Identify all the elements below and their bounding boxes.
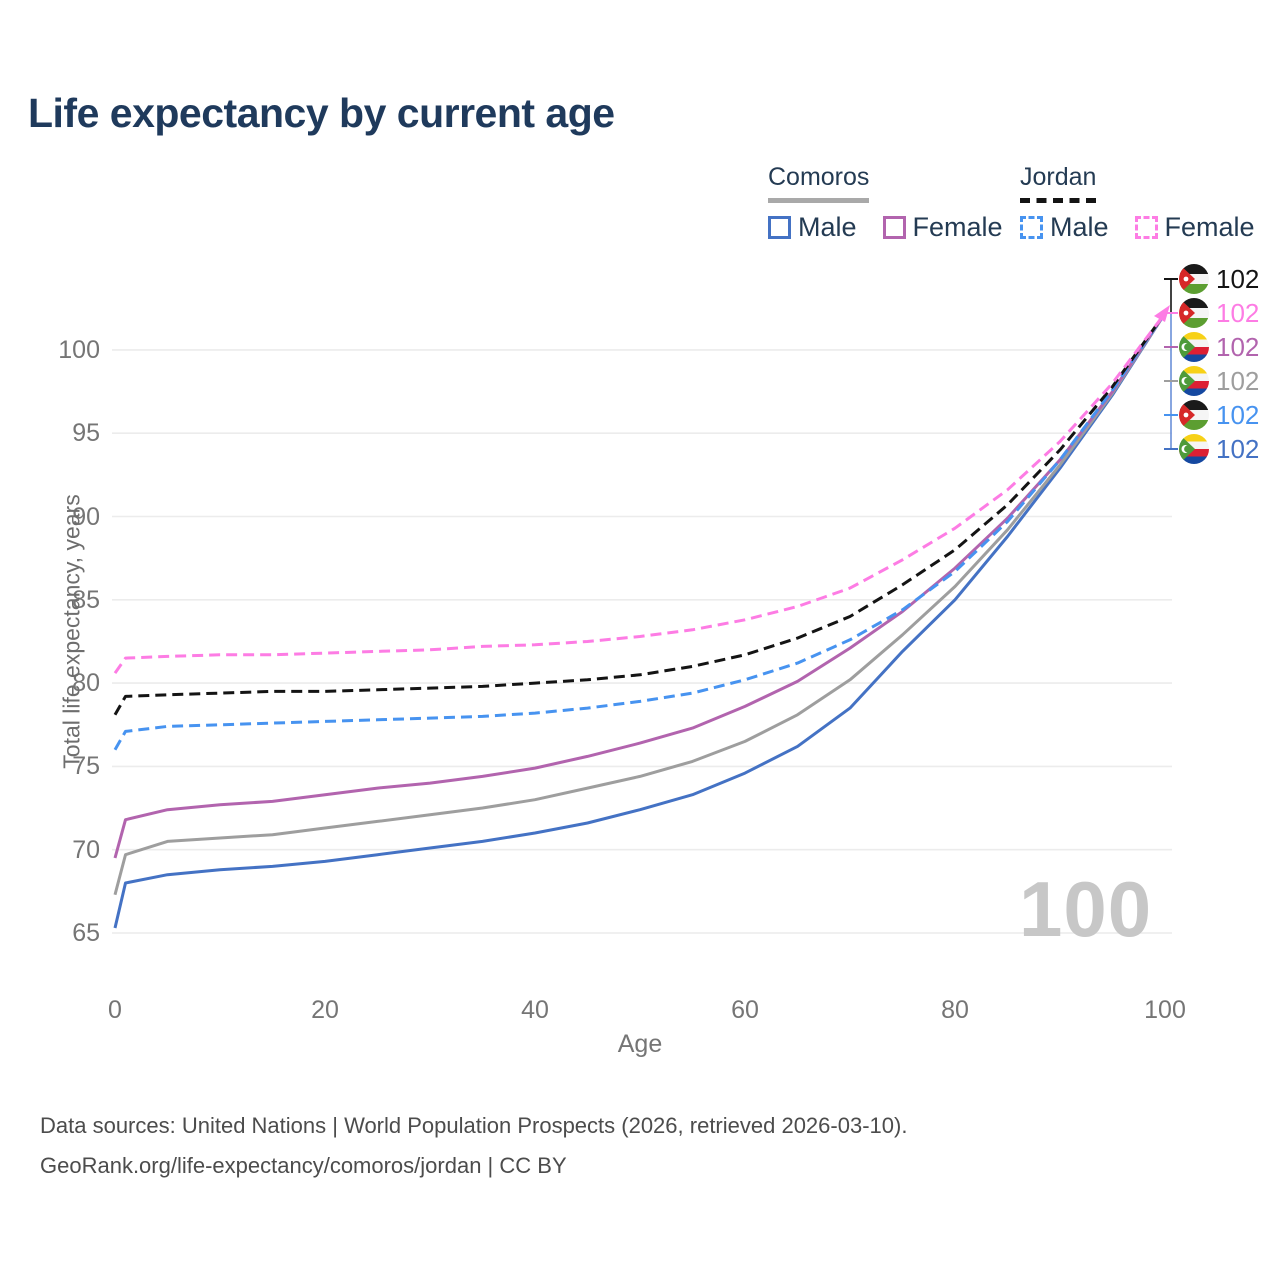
y-tick-80: 80 xyxy=(72,669,100,698)
y-tick-85: 85 xyxy=(72,585,100,614)
legend-label-jordan-female: Female xyxy=(1164,212,1255,242)
legend-item-comoros-male[interactable]: Male xyxy=(768,212,857,243)
comoros-flag-icon xyxy=(1179,332,1209,362)
series-line-comoros-male[interactable] xyxy=(113,312,1167,929)
legend-label-comoros-female: Female xyxy=(912,212,1003,242)
footer-data-sources: Data sources: United Nations | World Pop… xyxy=(40,1113,908,1138)
comoros-flag-icon xyxy=(1179,434,1209,464)
legend-country-comoros[interactable]: Comoros xyxy=(768,163,870,203)
legend-label-jordan-male: Male xyxy=(1050,212,1109,242)
legend-group-comoros: Comoros Male Female xyxy=(768,163,1003,243)
x-tick-60: 60 xyxy=(731,996,759,1024)
y-tick-95: 95 xyxy=(72,419,100,448)
x-tick-0: 0 xyxy=(108,996,122,1024)
series-end-arrow-icon xyxy=(1154,305,1170,322)
series-line-jordan-both-sexes[interactable] xyxy=(113,312,1167,716)
comoros-flag-icon xyxy=(1179,366,1209,396)
x-axis-label: Age xyxy=(617,1030,663,1058)
footer-attribution: GeoRank.org/life-expectancy/comoros/jord… xyxy=(40,1153,567,1178)
jordan-flag-icon xyxy=(1179,400,1209,430)
legend-items-jordan: Male Female xyxy=(1020,212,1255,243)
y-tick-90: 90 xyxy=(72,502,100,531)
legend-items-comoros: Male Female xyxy=(768,212,1003,243)
x-tick-100: 100 xyxy=(1144,996,1186,1024)
end-label-jordan-male[interactable]: 102 xyxy=(1179,398,1259,432)
x-tick-40: 40 xyxy=(521,996,549,1024)
legend-country-jordan[interactable]: Jordan xyxy=(1020,163,1097,203)
end-label-comoros-both-sexes[interactable]: 102 xyxy=(1179,364,1259,398)
y-tick-70: 70 xyxy=(72,835,100,864)
legend-label-comoros-male: Male xyxy=(798,212,857,242)
jordan-flag-icon xyxy=(1179,298,1209,328)
series-line-jordan-female[interactable] xyxy=(113,312,1167,674)
y-axis-label: Total life expectancy, years xyxy=(58,494,85,769)
y-tick-75: 75 xyxy=(72,752,100,781)
x-tick-80: 80 xyxy=(941,996,969,1024)
legend-item-jordan-female[interactable]: Female xyxy=(1134,212,1255,243)
jordan-male-swatch-icon xyxy=(1020,216,1043,239)
legend-group-jordan: Jordan Male Female xyxy=(1020,163,1255,243)
end-label-value: 102 xyxy=(1216,298,1260,328)
chart-title: Life expectancy by current age xyxy=(28,90,615,136)
end-label-value: 102 xyxy=(1216,400,1260,430)
end-label-value: 102 xyxy=(1216,332,1260,362)
end-label-value: 102 xyxy=(1216,434,1260,464)
x-tick-20: 20 xyxy=(311,996,339,1024)
end-label-jordan-female[interactable]: 102 xyxy=(1179,296,1259,330)
end-label-comoros-male[interactable]: 102 xyxy=(1179,432,1259,466)
legend-item-comoros-female[interactable]: Female xyxy=(882,212,1003,243)
series-line-jordan-male[interactable] xyxy=(113,312,1167,751)
end-label-jordan-both-sexes[interactable]: 102 xyxy=(1179,262,1259,296)
age-watermark: 100 xyxy=(1019,865,1153,953)
jordan-flag-icon xyxy=(1179,264,1209,294)
end-label-value: 102 xyxy=(1216,366,1260,396)
jordan-female-swatch-icon xyxy=(1134,216,1158,239)
end-label-value: 102 xyxy=(1216,264,1260,294)
series-end-labels: 102 102 102 102 102 102 xyxy=(1179,262,1259,466)
legend-item-jordan-male[interactable]: Male xyxy=(1020,212,1109,243)
footer: Data sources: United Nations | World Pop… xyxy=(40,1106,907,1186)
comoros-male-swatch-icon xyxy=(768,216,791,239)
y-tick-65: 65 xyxy=(72,919,100,947)
end-label-comoros-female[interactable]: 102 xyxy=(1179,330,1259,364)
comoros-female-swatch-icon xyxy=(882,216,906,239)
y-tick-100: 100 xyxy=(58,335,100,364)
series-line-comoros-both-sexes[interactable] xyxy=(113,312,1167,896)
series-line-comoros-female[interactable] xyxy=(113,312,1167,859)
